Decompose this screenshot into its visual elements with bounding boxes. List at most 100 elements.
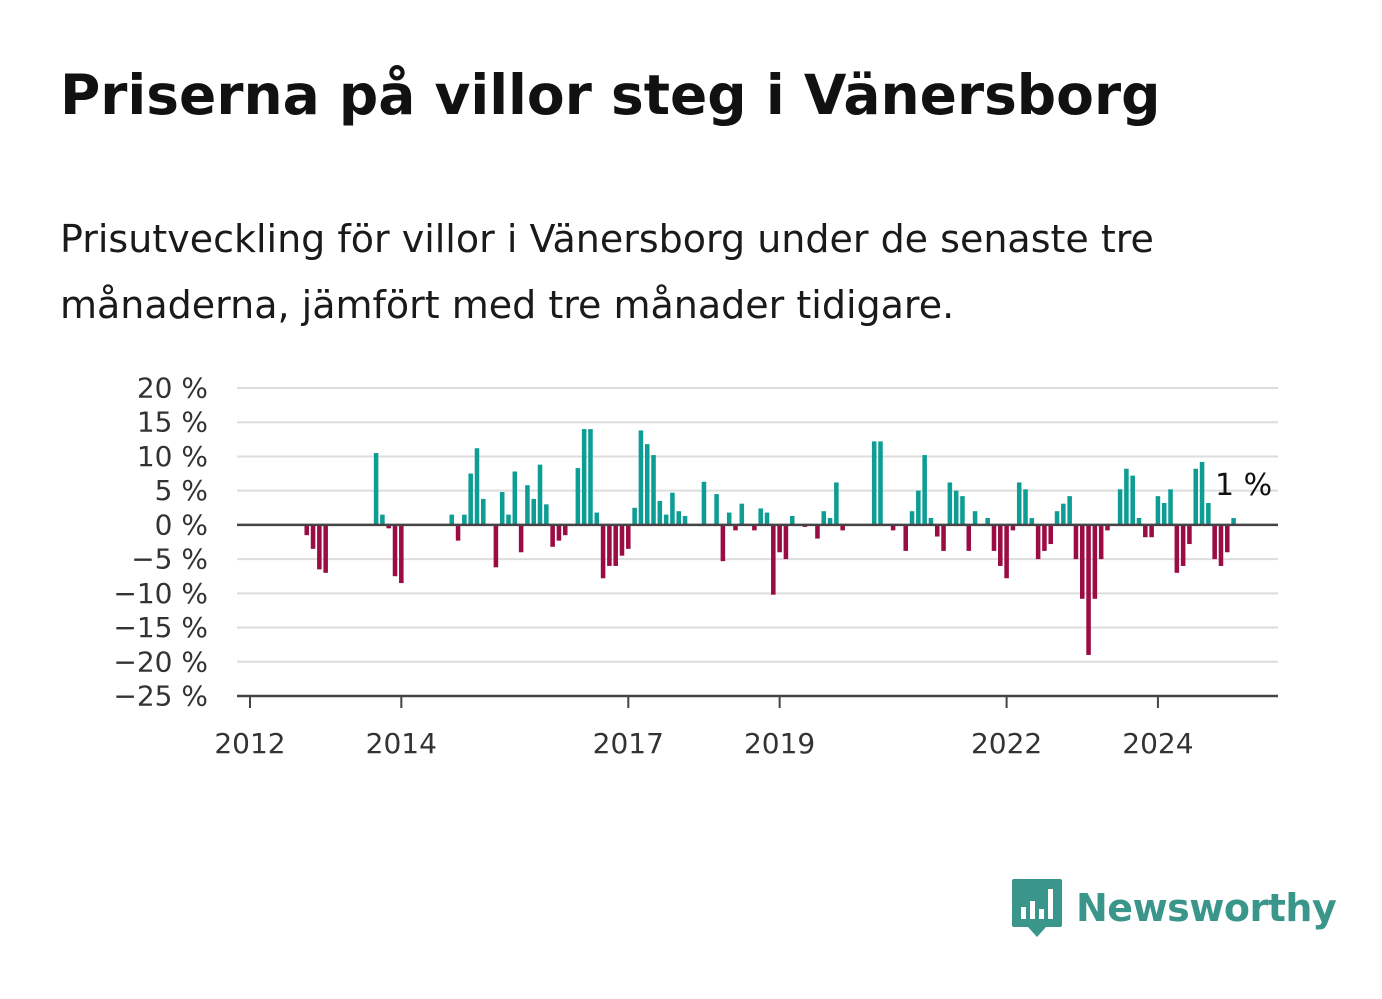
bar: [1048, 524, 1054, 545]
bar: [317, 524, 322, 570]
bar: [1073, 524, 1079, 560]
bar: [1180, 524, 1186, 566]
bar: [512, 471, 518, 525]
bar: [1016, 482, 1022, 525]
bar: [1149, 524, 1154, 538]
bar: [789, 515, 795, 525]
bar: [916, 490, 921, 525]
y-tick-label: 15 %: [137, 406, 208, 439]
bar: [991, 524, 997, 551]
bar: [928, 518, 934, 525]
bar: [550, 524, 555, 547]
bar: [752, 524, 757, 531]
bar: [588, 429, 593, 525]
bar: [840, 524, 845, 531]
labels: 20 %15 %10 %5 %0 %−5 %−10 %−15 %−20 %−25…: [113, 372, 1272, 761]
bar: [922, 455, 927, 525]
bar: [985, 518, 990, 525]
bars: [304, 429, 1236, 655]
bar: [626, 524, 631, 549]
bar-chart: 20 %15 %10 %5 %0 %−5 %−10 %−15 %−20 %−25…: [113, 372, 1278, 761]
bar: [670, 492, 675, 525]
bar: [720, 524, 726, 562]
bar: [518, 524, 524, 553]
bar: [1143, 524, 1148, 538]
bar: [1105, 524, 1110, 531]
bar: [1079, 524, 1085, 599]
newsworthy-logo-icon: [1012, 879, 1062, 937]
bar: [1067, 496, 1072, 525]
bar: [1023, 489, 1028, 525]
bar: [506, 514, 511, 525]
bar: [537, 464, 543, 525]
chart-title: Priserna på villor steg i Vänersborg: [60, 63, 1161, 127]
bar: [1193, 468, 1199, 525]
bar: [1004, 524, 1009, 579]
x-tick-label: 2022: [971, 727, 1042, 760]
x-tick-label: 2019: [744, 727, 815, 760]
bar: [682, 515, 688, 525]
bar: [871, 441, 877, 525]
bar: [449, 514, 455, 525]
bar: [310, 524, 316, 549]
bar: [1231, 518, 1236, 525]
bar: [607, 524, 612, 566]
bar: [462, 514, 467, 525]
x-tick-label: 2017: [593, 727, 664, 760]
bar: [1136, 518, 1142, 525]
bar: [726, 512, 732, 525]
bar: [525, 485, 530, 525]
bar: [493, 524, 499, 568]
bar: [657, 500, 663, 525]
bar: [890, 524, 896, 531]
bar: [575, 468, 581, 525]
bar: [373, 453, 379, 525]
bar: [777, 524, 782, 553]
bar: [676, 511, 682, 525]
bar: [733, 524, 738, 531]
y-tick-label: 5 %: [155, 474, 208, 507]
bar: [468, 473, 473, 525]
bar: [663, 514, 669, 525]
y-tick-label: −20 %: [113, 645, 208, 678]
bar: [544, 504, 549, 525]
bar: [1130, 475, 1135, 525]
bar: [323, 524, 328, 573]
bar: [953, 490, 959, 525]
bar: [562, 524, 568, 536]
bar: [600, 524, 606, 579]
bar: [972, 511, 978, 525]
bar: [644, 444, 650, 525]
chart-subtitle: Prisutveckling för villor i Vänersborg u…: [60, 217, 1154, 327]
bar: [455, 524, 461, 541]
y-tick-label: −5 %: [131, 543, 208, 576]
bar: [1124, 468, 1129, 525]
y-tick-label: −15 %: [113, 611, 208, 644]
bar: [1010, 524, 1016, 531]
bar: [815, 524, 820, 539]
bar: [1199, 461, 1205, 525]
bar: [947, 482, 953, 525]
bar: [960, 496, 965, 525]
y-tick-label: 10 %: [137, 440, 208, 473]
bar: [1035, 524, 1041, 560]
bar: [531, 498, 536, 525]
bar: [392, 524, 398, 577]
x-tick-label: 2014: [366, 727, 437, 760]
brand-name: Newsworthy: [1076, 886, 1337, 930]
bar: [1054, 511, 1060, 525]
bar: [758, 508, 763, 525]
bar: [386, 524, 391, 529]
bar: [1155, 496, 1161, 525]
bar: [1212, 524, 1217, 560]
latest-value-label: 1 %: [1215, 468, 1272, 503]
x-tick-label: 2012: [214, 727, 285, 760]
bar: [581, 429, 587, 525]
bar: [1225, 524, 1230, 553]
x-tick-label: 2024: [1122, 727, 1193, 760]
bar: [701, 481, 707, 525]
bar: [399, 524, 404, 584]
bar: [304, 524, 310, 536]
bar: [821, 511, 827, 525]
bar: [934, 524, 940, 537]
